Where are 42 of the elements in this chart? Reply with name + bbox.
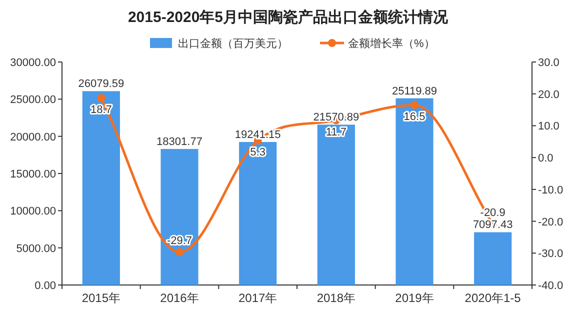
- point: [97, 94, 106, 102]
- data-label: 26079.59: [78, 78, 124, 90]
- data-label: 25119.89: [392, 85, 438, 98]
- y2-tick-label: 30.0: [538, 57, 560, 69]
- data-label: 16.5: [404, 111, 426, 124]
- y-tick-label: 5000.00: [16, 242, 56, 255]
- y2-tick-label: -30.0: [538, 248, 564, 260]
- bar: [474, 232, 512, 285]
- legend-label: 出口金额（百万美元）: [178, 37, 288, 50]
- point: [176, 248, 184, 256]
- bar: [239, 142, 277, 285]
- x-tick-label: 2020年1-5: [464, 291, 522, 305]
- chart-title: 2015-2020年5月中国陶瓷产品出口金额统计情况: [128, 8, 450, 26]
- y2-tick-label: 10.0: [538, 120, 560, 133]
- y-tick-label: 15000.00: [10, 168, 56, 180]
- y-tick-label: 0.00: [34, 280, 56, 292]
- bar: [317, 124, 355, 285]
- legend-label: 金额增长率（%）: [348, 37, 435, 50]
- data-label: 5.3: [250, 146, 266, 159]
- y-tick-label: 10000.00: [10, 206, 56, 218]
- y-tick-label: 20000.00: [10, 131, 56, 144]
- y-tick-label: 25000.00: [10, 94, 56, 106]
- x-tick-label: 2017年: [238, 291, 278, 305]
- legend-line: 金额增长率（%）: [320, 38, 435, 50]
- x-tick-label: 2018年: [316, 291, 356, 305]
- data-label: 18301.77: [156, 136, 202, 148]
- legend-bar: 出口金额（百万美元）: [150, 38, 288, 50]
- y2-tick-label: -10.0: [538, 184, 564, 196]
- point: [410, 101, 418, 110]
- x-tick-label: 2019年: [395, 291, 434, 305]
- data-label: -29.7: [166, 235, 192, 248]
- x-tick-label: 2016年: [160, 291, 199, 305]
- y2-tick-label: 0.0: [538, 152, 554, 165]
- bar: [82, 91, 120, 285]
- bar: [160, 148, 198, 285]
- bar: [396, 98, 434, 285]
- y2-tick-label: -40.0: [538, 280, 564, 292]
- y2-tick-label: -20.0: [538, 216, 564, 228]
- y-tick-label: 30000.00: [10, 57, 56, 69]
- x-tick-label: 2015年: [82, 291, 121, 305]
- y2-tick-label: 20.0: [538, 88, 560, 101]
- data-label: 11.7: [326, 126, 346, 138]
